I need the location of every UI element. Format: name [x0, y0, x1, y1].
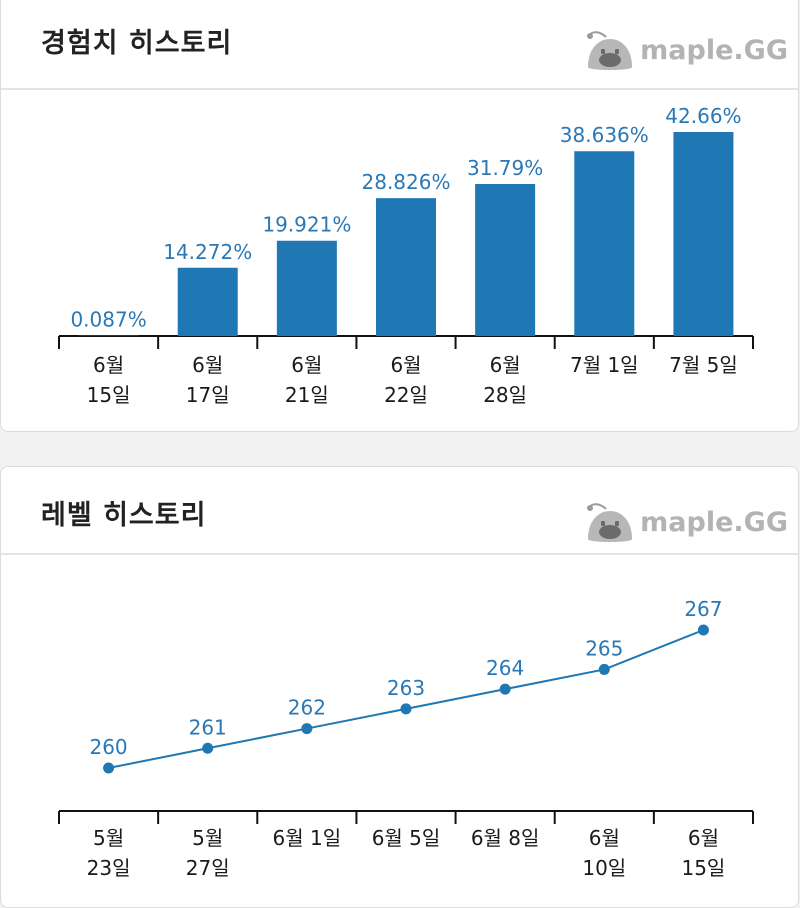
level-point	[500, 684, 511, 695]
exp-bar	[376, 198, 436, 336]
level-point	[401, 703, 412, 714]
level-data-label: 265	[585, 636, 623, 660]
level-point	[301, 723, 312, 734]
level-data-label: 267	[684, 597, 722, 621]
level-data-label: 263	[387, 676, 425, 700]
level-data-label: 262	[288, 696, 326, 720]
slime-mascot-icon	[584, 499, 636, 545]
exp-bar	[673, 132, 733, 336]
maplegg-logo: maple.GG	[584, 499, 788, 545]
x-tick-label: 7월 1일	[570, 353, 639, 377]
level-point	[698, 625, 709, 636]
exp-data-label: 28.826%	[362, 170, 451, 194]
level-data-label: 264	[486, 656, 524, 680]
exp-data-label: 31.79%	[467, 156, 543, 180]
logo-text: maple.GG	[640, 35, 788, 66]
exp-bar	[475, 184, 535, 336]
x-tick-label: 6월 1일	[273, 826, 342, 850]
slime-mascot-icon	[584, 27, 636, 73]
level-point	[202, 743, 213, 754]
level-data-label: 260	[89, 735, 127, 759]
x-tick-label: 6월 5일	[372, 826, 441, 850]
exp-data-label: 19.921%	[262, 213, 351, 237]
level-history-title: 레벨 히스토리	[41, 493, 206, 532]
level-point	[599, 664, 610, 675]
exp-history-title: 경험치 히스토리	[41, 21, 232, 60]
exp-data-label: 42.66%	[665, 104, 741, 128]
exp-data-label: 0.087%	[70, 308, 146, 332]
level-data-label: 261	[189, 715, 227, 739]
level-history-header: 레벨 히스토리 maple.GG	[1, 467, 798, 555]
logo-text: maple.GG	[640, 507, 788, 538]
exp-data-label: 38.636%	[560, 123, 649, 147]
x-tick-label: 6월 8일	[471, 826, 540, 850]
exp-bar	[277, 241, 337, 336]
maplegg-logo: maple.GG	[584, 27, 788, 73]
x-tick-label: 7월 5일	[669, 353, 738, 377]
exp-bar	[574, 151, 634, 336]
exp-history-header: 경험치 히스토리 maple.GG	[1, 0, 798, 90]
level-point	[103, 763, 114, 774]
exp-bar	[178, 268, 238, 336]
exp-data-label: 14.272%	[163, 240, 252, 264]
